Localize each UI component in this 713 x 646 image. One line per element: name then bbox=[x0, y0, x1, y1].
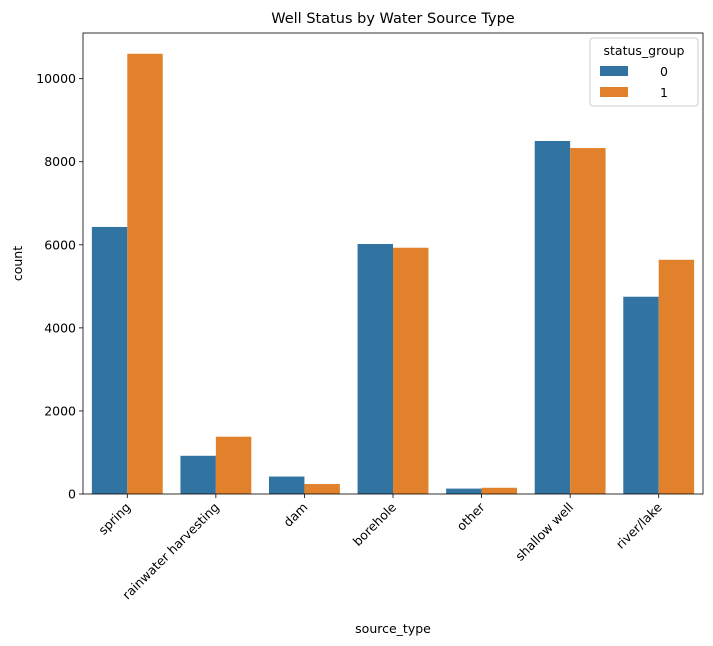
bar-river-lake-series-0 bbox=[623, 296, 659, 494]
legend: status_group 0 1 bbox=[589, 37, 699, 107]
y-tick-label: 6000 bbox=[44, 237, 76, 252]
legend-label-1: 1 bbox=[660, 85, 668, 100]
legend-swatch-0 bbox=[600, 66, 628, 76]
bars-layer bbox=[91, 53, 695, 495]
bar-rainwater-harvesting-series-1 bbox=[215, 436, 252, 494]
bar-other-series-0 bbox=[446, 488, 482, 494]
x-tick-label: river/lake bbox=[613, 499, 665, 551]
legend-label-0: 0 bbox=[660, 64, 668, 79]
legend-title: status_group bbox=[604, 43, 685, 58]
bar-other-series-1 bbox=[481, 487, 517, 494]
bar-river-lake-series-1 bbox=[658, 259, 695, 494]
plot-frame bbox=[82, 32, 704, 495]
x-tick-label: shallow well bbox=[512, 500, 576, 564]
bar-shallow-well-series-1 bbox=[570, 148, 606, 495]
bar-rainwater-harvesting-series-0 bbox=[180, 455, 216, 494]
bar-borehole-series-1 bbox=[393, 247, 429, 494]
x-tick-label: rainwater harvesting bbox=[119, 500, 222, 603]
x-tick-label: dam bbox=[280, 500, 310, 530]
y-tick-label: 8000 bbox=[44, 154, 76, 169]
bar-spring-series-1 bbox=[127, 53, 163, 495]
y-tick-label: 4000 bbox=[44, 320, 76, 335]
legend-swatch-1 bbox=[600, 87, 628, 97]
bar-borehole-series-0 bbox=[357, 243, 393, 494]
chart-title: Well Status by Water Source Type bbox=[271, 11, 515, 27]
x-tick-label: other bbox=[454, 499, 489, 534]
bar-shallow-well-series-0 bbox=[534, 140, 571, 495]
bar-dam-series-1 bbox=[304, 484, 340, 494]
y-axis-label: count bbox=[10, 246, 25, 281]
y-axis: 0 2000 4000 6000 8000 10000 bbox=[36, 71, 83, 502]
bar-spring-series-0 bbox=[91, 226, 128, 494]
x-tick-label: spring bbox=[95, 500, 133, 538]
x-axis-label: source_type bbox=[355, 621, 431, 636]
x-tick-label: borehole bbox=[350, 499, 400, 549]
y-tick-label: 2000 bbox=[44, 403, 76, 418]
y-tick-label: 10000 bbox=[36, 71, 76, 86]
bar-dam-series-0 bbox=[269, 476, 305, 494]
y-tick-label: 0 bbox=[68, 487, 76, 502]
